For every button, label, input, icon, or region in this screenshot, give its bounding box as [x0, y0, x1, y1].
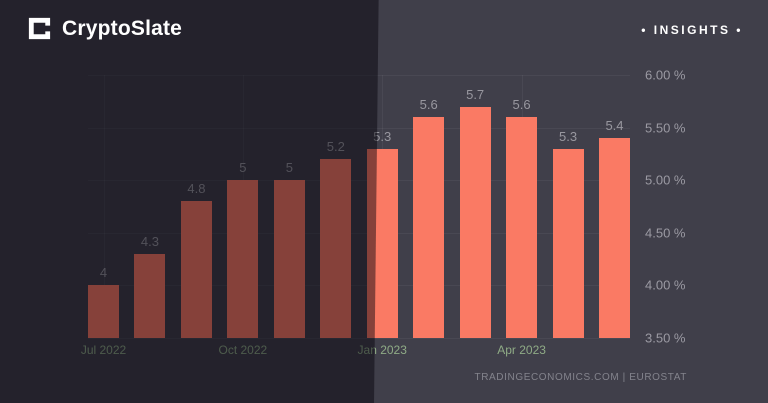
bar-value-label: 5.6	[419, 97, 438, 113]
x-tick-label: Oct 2022	[218, 343, 268, 357]
bar-feb-2023: 5.6	[413, 97, 445, 338]
brand-name: CryptoSlate	[62, 16, 183, 40]
y-tick-label: 4.00 %	[645, 277, 686, 293]
bar-value-label: 5	[285, 160, 293, 176]
bar-value-label: 5.4	[605, 118, 624, 134]
y-tick-label: 3.50 %	[645, 330, 686, 346]
gridline-horizontal	[88, 285, 630, 287]
bar-value-label: 5.6	[512, 97, 531, 113]
x-tick-label: Jan 2023	[357, 343, 407, 357]
source-attribution: TRADINGECONOMICS.COM | EUROSTAT	[474, 372, 687, 383]
gridline-horizontal	[88, 127, 630, 129]
bar-jun-2023: 5.4	[598, 118, 630, 338]
bar-jul-2022: 4	[88, 265, 119, 338]
bar-jan-2023: 5.3	[366, 129, 398, 338]
brand: CryptoSlate	[26, 15, 182, 42]
bar-value-label: 4.3	[140, 233, 159, 249]
y-axis: 6.00 % 5.50 % 5.00 % 4.50 % 4.00 % 3.50 %	[645, 68, 705, 346]
gridline-horizontal	[88, 180, 630, 182]
bar-value-label: 5.3	[373, 128, 392, 144]
bar-value-label: 4.8	[187, 181, 206, 197]
y-tick-label: 5.00 %	[645, 172, 686, 188]
bar-mar-2023: 5.7	[459, 87, 491, 338]
x-tick-label: Jul 2022	[80, 343, 127, 357]
bar-value-label: 5	[239, 160, 247, 176]
bar-dec-2022: 5.2	[320, 139, 352, 338]
cryptoslate-logo-icon	[26, 15, 53, 42]
bar-chart-plot-area: 4 4.3 4.8 5 5 5.2 5.3 5.6 5.7 5.6 5.3 5.4	[88, 75, 630, 339]
bar-sep-2022: 4.8	[180, 181, 212, 338]
insights-badge: • INSIGHTS •	[641, 23, 743, 37]
bar-nov-2022: 5	[273, 160, 305, 338]
bar-value-label: 5.3	[558, 128, 578, 144]
bar-may-2023: 5.3	[552, 129, 584, 338]
gridline-horizontal	[88, 338, 630, 339]
bar-value-label: 5.2	[326, 139, 345, 155]
bar-apr-2023: 5.6	[506, 97, 538, 338]
x-axis: Jul 2022 Oct 2022 Jan 2023 Apr 2023	[81, 343, 630, 359]
gridline-horizontal	[88, 75, 630, 76]
bar-aug-2022: 4.3	[134, 234, 166, 338]
bar-value-label: 5.7	[466, 86, 485, 102]
bar-value-label: 4	[99, 265, 108, 281]
y-tick-label: 5.50 %	[645, 120, 686, 136]
y-tick-label: 4.50 %	[645, 225, 686, 241]
gridline-vertical	[103, 75, 105, 338]
bar-oct-2022: 5	[227, 160, 259, 338]
y-tick-label: 6.00 %	[645, 67, 686, 83]
gridline-horizontal	[88, 232, 630, 234]
x-tick-label: Apr 2023	[497, 343, 546, 357]
